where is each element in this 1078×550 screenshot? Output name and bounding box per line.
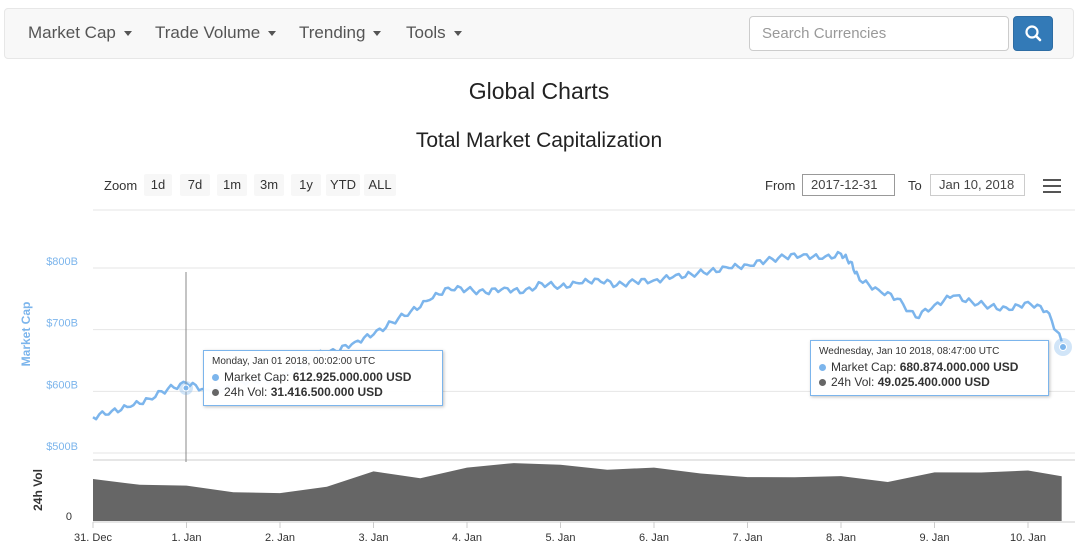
- tooltip-series-name: 24h Vol: [224, 385, 265, 399]
- x-tick-label: 4. Jan: [452, 532, 482, 544]
- x-axis-ticks: 31. Dec 1. Jan 2. Jan 3. Jan 4. Jan 5. Jan 6. …: [74, 521, 1075, 544]
- zoom-label: Zoom: [104, 178, 138, 193]
- search-icon: [1025, 25, 1042, 42]
- tooltip-row-volume: 24h Vol: 31.416.500.000 USD: [212, 385, 434, 400]
- chart-menu-button[interactable]: [1043, 179, 1061, 193]
- from-date-input[interactable]: 2017-12-31: [802, 174, 895, 196]
- search-input[interactable]: [749, 16, 1009, 51]
- y-tick-label: $700B: [46, 318, 78, 330]
- zoom-1d-button[interactable]: 1d: [144, 174, 172, 196]
- tooltip-value: 49.025.400.000 USD: [877, 375, 990, 389]
- x-tick-label: 3. Jan: [359, 532, 389, 544]
- x-tick-label: 7. Jan: [733, 532, 763, 544]
- x-tick-label: 31. Dec: [74, 532, 112, 544]
- zoom-all-button[interactable]: ALL: [364, 174, 396, 196]
- tooltip-series-name: Market Cap: [224, 370, 287, 384]
- zoom-7d-button[interactable]: 7d: [180, 174, 210, 196]
- tooltip-header: Wednesday, Jan 10 2018, 08:47:00 UTC: [819, 346, 1000, 357]
- nav-market-cap[interactable]: Market Cap: [28, 23, 132, 43]
- to-date-input[interactable]: Jan 10, 2018: [930, 174, 1025, 196]
- y-axis-ticks: $500B $600B $700B $800B: [46, 256, 78, 453]
- nav-trending[interactable]: Trending: [299, 23, 382, 43]
- x-tick-label: 5. Jan: [546, 532, 576, 544]
- volume-axis-label: 24h Vol: [31, 469, 45, 511]
- page-title: Global Charts: [468, 78, 610, 104]
- top-navbar: Market Cap Trade Volume Trending Tools: [4, 8, 1074, 59]
- x-tick-label: 9. Jan: [920, 532, 950, 544]
- series-dot-icon: [212, 389, 219, 397]
- caret-down-icon: [453, 31, 462, 37]
- series-dot-icon: [819, 379, 826, 387]
- to-label: To: [908, 178, 922, 193]
- search-button[interactable]: [1013, 16, 1053, 51]
- tooltip-series-name: 24h Vol: [831, 375, 872, 389]
- series-dot-icon: [819, 364, 826, 372]
- tooltip-value: 680.874.000.000 USD: [899, 360, 1019, 374]
- nav-tools-label: Tools: [406, 23, 446, 42]
- nav-trade-volume-label: Trade Volume: [155, 23, 261, 42]
- volume-zero-tick: 0: [66, 511, 72, 523]
- nav-tools[interactable]: Tools: [406, 23, 462, 43]
- caret-down-icon: [123, 31, 132, 37]
- hover-point: [182, 384, 190, 392]
- hamburger-icon-bar: [1043, 179, 1061, 181]
- tooltip-row-volume: 24h Vol: 49.025.400.000 USD: [819, 375, 1040, 390]
- hamburger-icon-bar: [1043, 185, 1061, 187]
- tooltip-value: 612.925.000.000 USD: [292, 370, 412, 384]
- caret-down-icon: [373, 31, 382, 37]
- y-tick-label: $600B: [46, 379, 78, 391]
- x-tick-label: 1. Jan: [172, 532, 202, 544]
- nav-trade-volume[interactable]: Trade Volume: [155, 23, 277, 43]
- tooltip-jan-01: Monday, Jan 01 2018, 00:02:00 UTC Market…: [203, 350, 443, 406]
- nav-market-cap-label: Market Cap: [28, 23, 116, 42]
- x-tick-label: 10. Jan: [1010, 532, 1046, 544]
- y-axis-label: Market Cap: [19, 302, 33, 367]
- x-tick-label: 8. Jan: [826, 532, 856, 544]
- chart-title: Total Market Capitalization: [415, 129, 663, 152]
- x-tick-label: 6. Jan: [639, 532, 669, 544]
- tooltip-row-market-cap: Market Cap: 612.925.000.000 USD: [212, 370, 434, 385]
- volume-area: [93, 463, 1062, 521]
- series-dot-icon: [212, 374, 219, 382]
- zoom-3m-button[interactable]: 3m: [254, 174, 284, 196]
- zoom-1m-button[interactable]: 1m: [217, 174, 247, 196]
- zoom-ytd-button[interactable]: YTD: [326, 174, 360, 196]
- y-tick-label: $500B: [46, 441, 78, 453]
- zoom-1y-button[interactable]: 1y: [291, 174, 321, 196]
- market-cap-chart[interactable]: $500B$600B$700B$800B Market Cap 24h Vol …: [0, 200, 1078, 550]
- y-tick-label: $800B: [46, 256, 78, 268]
- from-label: From: [765, 178, 796, 193]
- tooltip-header: Monday, Jan 01 2018, 00:02:00 UTC: [212, 356, 376, 367]
- tooltip-value: 31.416.500.000 USD: [270, 385, 383, 399]
- tooltip-row-market-cap: Market Cap: 680.874.000.000 USD: [819, 360, 1040, 375]
- x-tick-label: 2. Jan: [265, 532, 295, 544]
- tooltip-jan-10: Wednesday, Jan 10 2018, 08:47:00 UTC Mar…: [810, 340, 1049, 396]
- grid-lines: [93, 209, 1075, 461]
- hover-point: [1059, 343, 1067, 351]
- caret-down-icon: [268, 31, 277, 37]
- nav-trending-label: Trending: [299, 23, 366, 42]
- hamburger-icon-bar: [1043, 191, 1061, 193]
- volume-series: [93, 463, 1062, 521]
- tooltip-series-name: Market Cap: [831, 360, 894, 374]
